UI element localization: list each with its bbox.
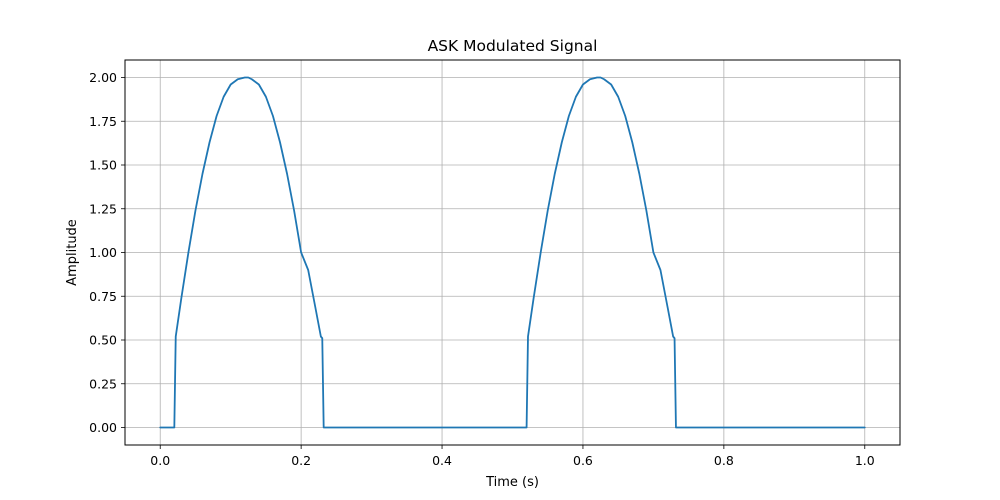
x-tick-label: 0.6	[573, 453, 593, 468]
x-tick-label: 1.0	[855, 453, 875, 468]
x-axis-label: Time (s)	[485, 475, 539, 490]
chart-title: ASK Modulated Signal	[428, 37, 598, 55]
y-tick-label: 0.50	[89, 333, 117, 348]
x-tick-label: 0.2	[291, 453, 311, 468]
y-tick-label: 0.25	[89, 376, 117, 391]
y-tick-label: 1.50	[89, 158, 117, 173]
y-tick-label: 1.00	[89, 245, 117, 260]
ticks: 0.0 0.2 0.4 0.6 0.8 1.0 0.00 0.25 0.50 0.75 1.00 1.…	[89, 70, 875, 468]
y-tick-label: 0.75	[89, 289, 117, 304]
y-axis-label: Amplitude	[65, 219, 80, 286]
signal-line	[159, 76, 866, 429]
y-tick-label: 1.75	[89, 114, 117, 129]
y-tick-label: 1.25	[89, 201, 117, 216]
grid	[125, 60, 900, 445]
series-layer	[159, 76, 866, 429]
x-tick-label: 0.4	[432, 453, 452, 468]
x-tick-label: 0.8	[714, 453, 734, 468]
y-tick-label: 0.00	[89, 420, 117, 435]
y-tick-label: 2.00	[89, 70, 117, 85]
x-tick-label: 0.0	[150, 453, 170, 468]
